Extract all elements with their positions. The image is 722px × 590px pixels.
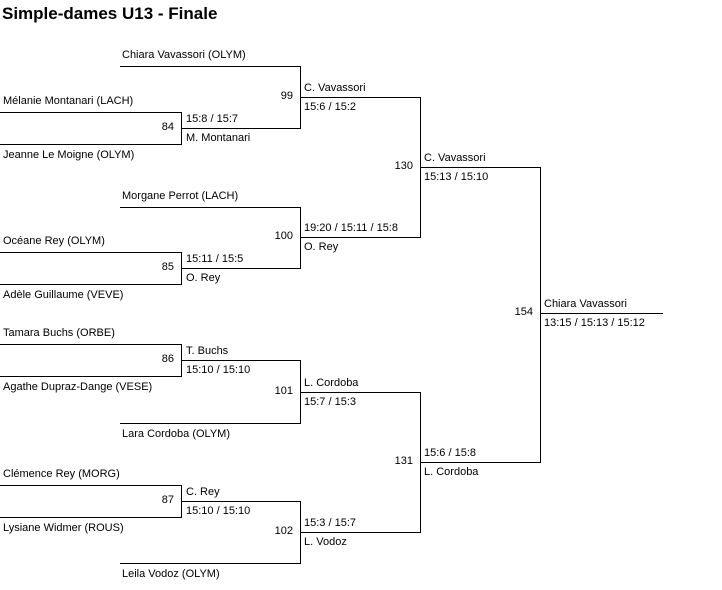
- entrant-line: [0, 376, 181, 377]
- winner-name: C. Vavassori: [304, 82, 366, 94]
- winner-line: [540, 313, 663, 314]
- winner-line: [300, 392, 420, 393]
- entrant-line: [120, 66, 300, 67]
- match-number: 87: [161, 494, 174, 506]
- match-score: 15:3 / 15:7: [304, 517, 356, 529]
- winner-line: [181, 360, 300, 361]
- match-number: 102: [274, 525, 293, 537]
- entrant-line: [0, 252, 181, 253]
- match-score: 15:7 / 15:3: [304, 396, 356, 408]
- entrant-name: Mélanie Montanari (LACH): [3, 95, 134, 107]
- winner-line: [300, 97, 420, 98]
- entrant-line: [0, 144, 181, 145]
- winner-line: [181, 268, 300, 269]
- winner-line: [420, 167, 540, 168]
- match-connector: [300, 207, 301, 269]
- entrant-line: [120, 563, 300, 564]
- winner-name: M. Montanari: [186, 132, 251, 144]
- match-number: 86: [161, 353, 174, 365]
- winner-name: L. Cordoba: [424, 466, 479, 478]
- entrant-line: [0, 485, 181, 486]
- entrant-name: Lysiane Widmer (ROUS): [3, 522, 124, 534]
- entrant-line: [0, 344, 181, 345]
- match-score: 13:15 / 15:13 / 15:12: [544, 317, 645, 329]
- winner-name: O. Rey: [186, 272, 221, 284]
- entrant-line: [0, 517, 181, 518]
- winner-name: C. Rey: [186, 486, 220, 498]
- entrant-name: Leila Vodoz (OLYM): [122, 568, 220, 580]
- winner-name: Chiara Vavassori: [544, 298, 627, 310]
- entrant-name: Tamara Buchs (ORBE): [3, 327, 115, 339]
- entrant-name: Lara Cordoba (OLYM): [122, 428, 231, 440]
- entrant-line: [120, 207, 300, 208]
- entrant-name: Clémence Rey (MORG): [3, 468, 120, 480]
- match-score: 15:10 / 15:10: [186, 364, 251, 376]
- match-score: 15:11 / 15:5: [186, 253, 244, 265]
- match-score: 19:20 / 15:11 / 15:8: [304, 222, 398, 234]
- match-number: 154: [514, 306, 533, 318]
- entrant-name: Chiara Vavassori (OLYM): [122, 49, 246, 61]
- entrant-line: [0, 112, 181, 113]
- match-connector: [540, 167, 541, 463]
- winner-name: O. Rey: [304, 241, 339, 253]
- winner-name: T. Buchs: [186, 345, 229, 357]
- match-score: 15:13 / 15:10: [424, 171, 489, 183]
- winner-line: [300, 532, 420, 533]
- entrant-name: Adèle Guillaume (VEVE): [3, 289, 124, 301]
- entrant-name: Océane Rey (OLYM): [3, 235, 105, 247]
- match-number: 130: [394, 160, 413, 172]
- winner-line: [300, 237, 420, 238]
- winner-line: [181, 128, 300, 129]
- match-number: 101: [274, 385, 293, 397]
- page-title: Simple-dames U13 - Finale: [2, 4, 218, 23]
- match-score: 15:8 / 15:7: [186, 113, 238, 125]
- entrant-name: Jeanne Le Moigne (OLYM): [3, 149, 135, 161]
- winner-name: L. Cordoba: [304, 377, 359, 389]
- match-number: 131: [394, 455, 413, 467]
- match-number: 85: [161, 261, 174, 273]
- winner-name: C. Vavassori: [424, 152, 486, 164]
- match-number: 84: [161, 121, 174, 133]
- winner-line: [181, 501, 300, 502]
- match-score: 15:6 / 15:2: [304, 101, 356, 113]
- entrant-line: [0, 284, 181, 285]
- winner-line: [420, 462, 540, 463]
- entrant-name: Morgane Perrot (LACH): [122, 190, 239, 202]
- entrant-name: Agathe Dupraz-Dange (VESE): [3, 381, 153, 393]
- match-number: 99: [280, 90, 293, 102]
- entrant-line: [120, 423, 300, 424]
- match-score: 15:10 / 15:10: [186, 505, 251, 517]
- winner-name: L. Vodoz: [304, 536, 347, 548]
- match-score: 15:6 / 15:8: [424, 447, 476, 459]
- match-number: 100: [274, 230, 293, 242]
